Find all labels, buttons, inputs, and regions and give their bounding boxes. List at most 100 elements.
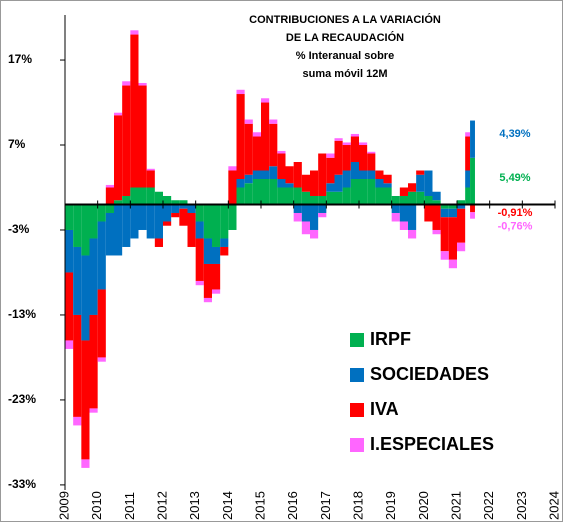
bar-segment [171, 204, 180, 213]
bar-segment [179, 200, 188, 205]
bar-segment [334, 140, 343, 175]
bar-segment [416, 191, 425, 205]
bar-segment [293, 187, 302, 205]
bar-segment [448, 208, 457, 218]
bar-segment [399, 221, 408, 230]
bar-segment [399, 204, 408, 222]
bar-segment [359, 145, 368, 171]
bar-segment [367, 153, 376, 171]
bar-segment [138, 204, 147, 230]
bar-segment [293, 204, 302, 213]
bar-segment [277, 150, 286, 154]
bar-segment [301, 191, 310, 205]
bar-segment [285, 183, 294, 188]
bar-segment [440, 217, 449, 252]
x-tick-label: 2022 [481, 491, 496, 520]
bar-segment [448, 259, 457, 269]
bar-segment [244, 174, 253, 184]
annotation: 4,39% [499, 128, 530, 140]
bar-segment [179, 204, 188, 209]
bar-segment [399, 195, 408, 205]
bar-segment [326, 157, 335, 184]
bar-segment [138, 85, 147, 188]
bar-segment [342, 187, 351, 205]
bar-segment [97, 221, 106, 290]
bar-segment [448, 217, 457, 260]
legend-label: IVA [370, 399, 399, 419]
bar-segment [465, 170, 471, 188]
bar-segment [350, 162, 359, 179]
bar-segment [465, 132, 471, 137]
legend-label: I.ESPECIALES [370, 434, 494, 454]
y-tick-label: -3% [8, 222, 30, 236]
bar-segment [203, 238, 212, 264]
bar-segment [252, 132, 261, 137]
bar-segment [350, 178, 359, 205]
bar-segment [391, 204, 400, 213]
bar-segment [432, 200, 441, 205]
x-tick-label: 2013 [187, 491, 202, 520]
bar-segment [146, 204, 155, 239]
bar-segment [465, 136, 471, 171]
bar-segment [416, 174, 425, 192]
bar-segment [391, 195, 400, 205]
bar-segment [334, 191, 343, 205]
bar-segment [73, 246, 82, 315]
bar-segment [440, 204, 449, 209]
bar-segment [448, 204, 457, 209]
bar-segment [97, 289, 106, 358]
bar-segment [424, 204, 433, 222]
bar-segment [252, 136, 261, 171]
bar-segment [81, 340, 90, 460]
bar-segment [138, 82, 147, 86]
bar-segment [89, 408, 98, 413]
bar-segment [130, 187, 139, 205]
y-tick-label: -23% [8, 392, 36, 406]
bar-segment [399, 187, 408, 196]
bar-segment [138, 187, 147, 205]
bar-segment [212, 204, 221, 247]
bar-segment [187, 204, 196, 213]
bar-segment [359, 142, 368, 146]
bar-segment [105, 212, 114, 256]
x-tick-label: 2020 [416, 491, 431, 520]
bar-segment [310, 170, 319, 196]
bar-segment [318, 153, 327, 196]
bar-segment [269, 166, 278, 179]
y-tick-label: -13% [8, 307, 36, 321]
bar-segment [154, 238, 163, 247]
bar-segment [73, 204, 82, 247]
bar-segment [326, 191, 335, 205]
bar-segment [261, 178, 270, 205]
bar-segment [318, 204, 327, 213]
bar-segment [310, 195, 319, 205]
bar-segment [195, 204, 204, 222]
bar-segment [391, 212, 400, 222]
bar-segment [326, 183, 335, 192]
bar-segment [105, 187, 114, 205]
legend-label: IRPF [370, 329, 411, 349]
bar-segment [130, 204, 139, 239]
chart-title: % Interanual sobre [296, 50, 394, 62]
bar-segment [375, 170, 384, 179]
bar-segment [65, 272, 74, 341]
bar-segment [105, 184, 114, 188]
bar-segment [470, 204, 475, 213]
bar-segment [65, 229, 74, 273]
bar-segment [228, 166, 237, 171]
bar-segment [285, 166, 294, 184]
bar-segment [252, 170, 261, 179]
x-tick-label: 2011 [122, 492, 137, 520]
bar-segment [408, 183, 417, 192]
legend-swatch [350, 403, 364, 417]
bar-segment [244, 119, 253, 124]
bar-segment [81, 459, 90, 468]
bar-segment [89, 314, 98, 409]
bar-segment [424, 170, 433, 196]
legend-swatch [350, 438, 364, 452]
x-tick-label: 2024 [546, 491, 561, 520]
bar-segment [122, 85, 131, 196]
bar-segment [342, 170, 351, 188]
bar-segment [367, 178, 376, 205]
annotation: -0,76% [498, 220, 533, 232]
